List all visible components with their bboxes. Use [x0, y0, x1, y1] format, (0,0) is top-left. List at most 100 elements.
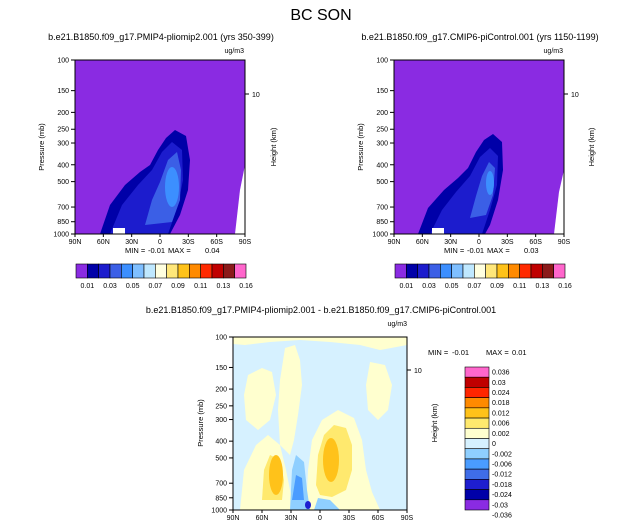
- panel-1-y2-tick-label: 10: [252, 92, 260, 99]
- x-tick-label: 30N: [285, 515, 298, 522]
- y-tick-label: 150: [376, 88, 388, 95]
- colorbar-swatch: [121, 263, 133, 279]
- colorbar-swatch: [464, 499, 490, 511]
- colorbar-swatch: [464, 397, 490, 409]
- x-tick-label: 90S: [558, 239, 571, 246]
- panel-3-title: b.e21.B1850.f09_g17.PMIP4-pliomip2.001 -…: [146, 305, 496, 315]
- x-tick-label: 90N: [227, 515, 240, 522]
- colorbar-swatch: [417, 263, 430, 279]
- panel-2-y-axis-label: Pressure (mb): [356, 123, 365, 171]
- y-tick-label: 300: [376, 141, 388, 148]
- colorbar-label: -0.03: [492, 502, 508, 509]
- colorbar-swatch: [109, 263, 122, 279]
- panel-2-contour-max: [486, 171, 494, 195]
- colorbar-label: 0.05: [445, 283, 459, 290]
- colorbar-label: 0.09: [171, 283, 185, 290]
- colorbar-label: 0.012: [492, 410, 510, 417]
- y-tick-label: 700: [57, 205, 69, 212]
- y-tick-label: 150: [57, 88, 69, 95]
- y-tick-label: 200: [215, 387, 227, 394]
- colorbar-swatch: [464, 427, 490, 439]
- colorbar-label: 0.01: [81, 283, 95, 290]
- panel-1-max-label: MAX =: [168, 246, 191, 255]
- y-tick-label: 1000: [211, 508, 227, 515]
- x-tick-label: 90S: [239, 239, 252, 246]
- colorbar-label: 0.05: [126, 283, 140, 290]
- colorbar-label: -0.036: [492, 513, 512, 520]
- y-tick-label: 850: [57, 219, 69, 226]
- colorbar-swatch: [98, 263, 111, 279]
- y-tick-label: 400: [215, 439, 227, 446]
- panel-2-title: b.e21.B1850.f09_g17.CMIP6-piControl.001 …: [361, 32, 598, 42]
- colorbar-swatch: [189, 263, 201, 279]
- panel-3-y2-tick-label: 10: [414, 368, 422, 375]
- x-tick-label: 0: [158, 239, 162, 246]
- colorbar-label: -0.012: [492, 472, 512, 479]
- panel-3-contour-fill: [244, 368, 276, 430]
- y-tick-label: 400: [57, 162, 69, 169]
- y-tick-label: 250: [376, 127, 388, 134]
- colorbar-swatch: [464, 489, 490, 501]
- colorbar-swatch: [464, 387, 490, 398]
- panel-3-contour-fill: [323, 438, 339, 482]
- panel-3-min-value: -0.01: [452, 348, 469, 357]
- colorbar-swatch: [519, 263, 532, 279]
- colorbar-swatch: [474, 263, 486, 279]
- panel-3-max-label: MAX =: [486, 348, 509, 357]
- colorbar-swatch: [132, 263, 145, 279]
- x-tick-label: 30N: [444, 239, 457, 246]
- colorbar-swatch: [464, 458, 490, 470]
- y-tick-label: 100: [215, 335, 227, 342]
- y-tick-label: 250: [215, 403, 227, 410]
- colorbar-swatch: [530, 263, 543, 279]
- colorbar-swatch: [464, 438, 490, 450]
- panel-1-min-value: -0.01: [148, 246, 165, 255]
- page-title: BC SON: [290, 7, 351, 24]
- panel-1-min-label: MIN =: [125, 246, 146, 255]
- panel-3-plot: [232, 336, 408, 511]
- colorbar-label: 0.01: [400, 283, 414, 290]
- colorbar-label: 0.09: [490, 283, 504, 290]
- x-tick-label: 60N: [416, 239, 429, 246]
- panel-3-y-axis-label: Pressure (mb): [196, 399, 205, 447]
- panel-3-max-value: 0.01: [512, 348, 527, 357]
- panel-2-missing-data: [554, 170, 564, 234]
- x-tick-label: 60N: [97, 239, 110, 246]
- colorbar-swatch: [508, 263, 520, 279]
- colorbar-swatch: [462, 263, 475, 279]
- colorbar-label: 0.11: [194, 283, 207, 290]
- panel-2: b.e21.B1850.f09_g17.CMIP6-piControl.001 …: [356, 32, 599, 290]
- colorbar-swatch: [223, 263, 235, 279]
- y-tick-label: 100: [57, 58, 69, 65]
- panel-3: b.e21.B1850.f09_g17.PMIP4-pliomip2.001 -…: [146, 305, 527, 522]
- x-tick-label: 90N: [388, 239, 401, 246]
- x-tick-label: 60N: [256, 515, 269, 522]
- x-tick-label: 60S: [210, 239, 223, 246]
- panel-1-y-axis-label: Pressure (mb): [37, 123, 46, 171]
- y-tick-label: 200: [57, 110, 69, 117]
- colorbar-label: -0.002: [492, 451, 512, 458]
- panel-1-missing-data: [113, 228, 125, 234]
- panel-3-contour-fill: [233, 337, 407, 350]
- colorbar-swatch: [177, 263, 190, 279]
- colorbar-swatch: [464, 417, 490, 429]
- panel-2-y2-axis-label: Height (km): [587, 127, 596, 166]
- colorbar-swatch: [166, 263, 179, 279]
- colorbar-swatch: [234, 263, 247, 279]
- panel-1-contour-max: [165, 167, 179, 207]
- y-tick-label: 500: [376, 179, 388, 186]
- panel-2-missing-data: [432, 228, 444, 234]
- colorbar-swatch: [553, 263, 566, 279]
- colorbar-swatch: [428, 263, 441, 279]
- y-tick-label: 850: [376, 219, 388, 226]
- panel-3-y2-axis-label: Height (km): [430, 403, 439, 442]
- x-tick-label: 60S: [372, 515, 385, 522]
- colorbar-label: 0.13: [217, 283, 231, 290]
- y-tick-label: 300: [215, 417, 227, 424]
- panel-1: b.e21.B1850.f09_g17.PMIP4-pliomip2.001 (…: [37, 32, 278, 290]
- colorbar-label: 0.006: [492, 421, 510, 428]
- panel-1-title: b.e21.B1850.f09_g17.PMIP4-pliomip2.001 (…: [48, 32, 274, 42]
- y-tick-label: 1000: [53, 232, 69, 239]
- colorbar-swatch: [485, 263, 498, 279]
- colorbar-label: -0.006: [492, 462, 512, 469]
